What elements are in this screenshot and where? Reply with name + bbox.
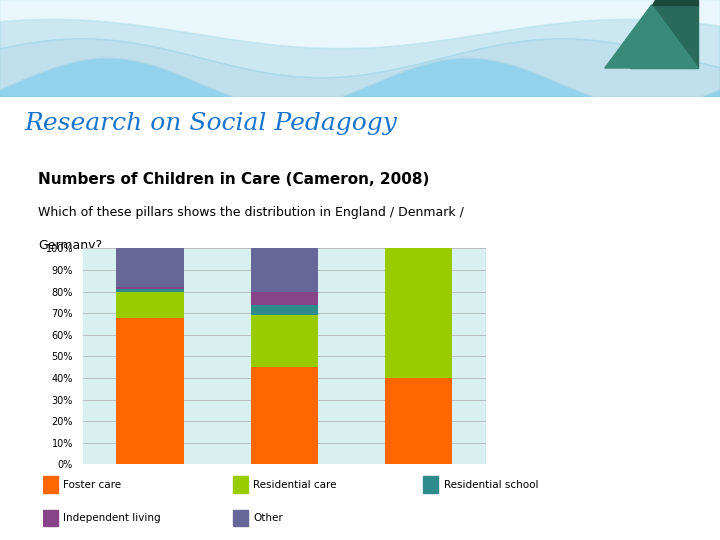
FancyBboxPatch shape: [233, 476, 248, 493]
Text: Which of these pillars shows the distribution in England / Denmark /: Which of these pillars shows the distrib…: [38, 206, 464, 219]
Bar: [117, 248, 184, 287]
Polygon shape: [630, 5, 698, 68]
Polygon shape: [605, 5, 698, 68]
Bar: [117, 292, 184, 318]
Text: Germany?: Germany?: [38, 239, 102, 252]
Bar: [251, 248, 318, 292]
FancyBboxPatch shape: [43, 476, 58, 493]
Bar: [251, 292, 318, 305]
Bar: [385, 248, 452, 378]
Text: Residential care: Residential care: [253, 480, 337, 490]
Text: Foster care: Foster care: [63, 480, 122, 490]
Text: Other: Other: [253, 513, 283, 523]
Bar: [117, 289, 184, 292]
FancyBboxPatch shape: [233, 510, 248, 526]
Text: Residential school: Residential school: [444, 480, 538, 490]
Text: Numbers of Children in Care (Cameron, 2008): Numbers of Children in Care (Cameron, 20…: [38, 172, 429, 187]
Polygon shape: [652, 0, 698, 5]
FancyBboxPatch shape: [43, 510, 58, 526]
Text: Independent living: Independent living: [63, 513, 161, 523]
Bar: [117, 287, 184, 289]
FancyBboxPatch shape: [423, 476, 438, 493]
Bar: [251, 367, 318, 464]
Text: Research on Social Pedagogy: Research on Social Pedagogy: [24, 112, 397, 135]
Bar: [117, 318, 184, 464]
Bar: [385, 378, 452, 464]
Bar: [251, 315, 318, 367]
Bar: [251, 305, 318, 315]
